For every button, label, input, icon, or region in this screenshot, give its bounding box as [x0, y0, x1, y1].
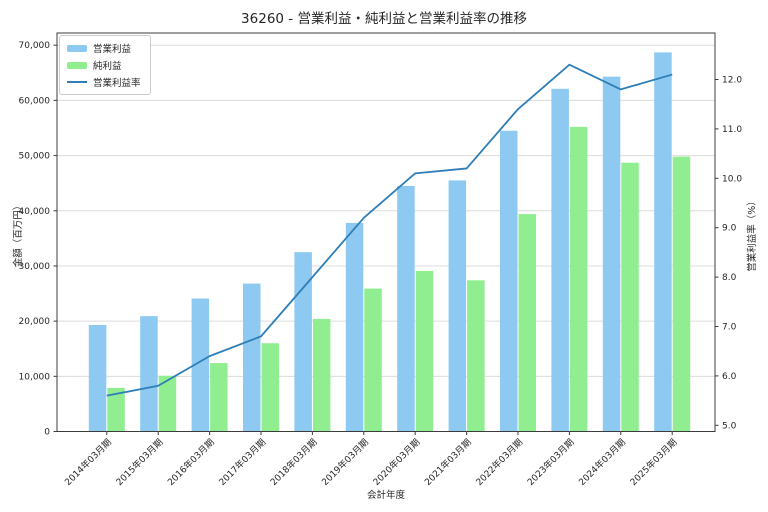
x-tick-label: 2021年03月期: [422, 436, 474, 488]
bar-operating-profit: [448, 180, 467, 432]
x-tick-label: 2017年03月期: [216, 436, 268, 488]
x-tick-label: 2016年03月期: [165, 436, 217, 488]
left-tick-label: 20,000: [19, 317, 51, 327]
legend-label-operating-profit: 営業利益: [93, 44, 132, 55]
bar-net-profit: [415, 270, 434, 432]
x-tick-label: 2024年03月期: [576, 436, 628, 488]
bar-net-profit: [107, 387, 125, 432]
x-tick-label: 2023年03月期: [525, 436, 577, 488]
left-axis-title: 金額（百万円）: [13, 200, 24, 268]
x-tick-label: 2015年03月期: [113, 436, 165, 488]
left-tick-label: 0: [44, 428, 50, 438]
bar-net-profit: [467, 280, 485, 432]
x-tick-label: 2022年03月期: [473, 436, 525, 488]
x-tick-label: 2020年03月期: [370, 436, 422, 488]
chart-title: 36260 - 営業利益・純利益と営業利益率の推移: [241, 11, 527, 27]
bar-operating-profit: [243, 283, 261, 432]
operating-profit-swatch-icon: [67, 44, 87, 52]
bar-net-profit: [621, 162, 639, 432]
legend-label-operating-margin: 営業利益率: [93, 78, 141, 89]
bar-net-profit: [158, 375, 177, 432]
bar-net-profit: [261, 343, 279, 432]
bar-net-profit: [672, 156, 691, 432]
left-tick-label: 40,000: [19, 207, 51, 217]
right-axis-title: 営業利益率（%）: [747, 196, 758, 272]
plot-border: [56, 32, 716, 432]
right-tick-label: 8.0: [722, 273, 737, 283]
left-tick-label: 60,000: [19, 96, 51, 106]
right-tick-label: 7.0: [722, 323, 737, 333]
operating-margin-line: [106, 63, 673, 397]
x-axis-title: 会計年度: [366, 490, 405, 501]
bar-net-profit: [364, 288, 382, 432]
bar-operating-profit: [397, 185, 415, 432]
bar-net-profit: [518, 214, 536, 432]
right-tick-label: 9.0: [722, 224, 737, 234]
bar-net-profit: [210, 363, 228, 432]
bar-operating-profit: [654, 52, 672, 432]
operating-margin-line-swatch-icon: [67, 81, 87, 83]
right-tick-label: 10.0: [722, 174, 742, 184]
bar-operating-profit: [602, 76, 621, 432]
x-tick-label: 2018年03月期: [268, 436, 320, 488]
bar-operating-profit: [551, 88, 569, 432]
legend: 営業利益 純利益 営業利益率: [59, 35, 151, 95]
bar-operating-profit: [500, 130, 518, 432]
net-profit-swatch-icon: [67, 61, 87, 69]
legend-item-net-profit: 純利益: [67, 58, 141, 72]
right-tick-label: 6.0: [722, 372, 737, 382]
left-tick-label: 30,000: [19, 262, 51, 272]
legend-item-operating-margin: 営業利益率: [67, 75, 141, 89]
legend-item-operating-profit: 営業利益: [67, 41, 141, 55]
x-tick-label: 2019年03月期: [319, 436, 371, 488]
left-tick-label: 70,000: [19, 41, 51, 51]
x-tick-label: 2014年03月期: [62, 436, 114, 488]
x-tick-label: 2025年03月期: [627, 436, 679, 488]
left-tick-label: 50,000: [19, 152, 51, 162]
bar-operating-profit: [88, 324, 107, 432]
right-tick-label: 11.0: [722, 125, 742, 135]
right-tick-label: 5.0: [722, 421, 737, 431]
right-tick-label: 12.0: [722, 76, 742, 86]
left-tick-label: 10,000: [19, 372, 51, 382]
bar-operating-profit: [345, 222, 364, 432]
bar-operating-profit: [140, 316, 158, 432]
bar-operating-profit: [294, 252, 312, 432]
bar-net-profit: [312, 318, 331, 432]
legend-label-net-profit: 純利益: [93, 61, 122, 72]
bar-operating-profit: [191, 298, 210, 432]
bar-net-profit: [569, 126, 588, 432]
